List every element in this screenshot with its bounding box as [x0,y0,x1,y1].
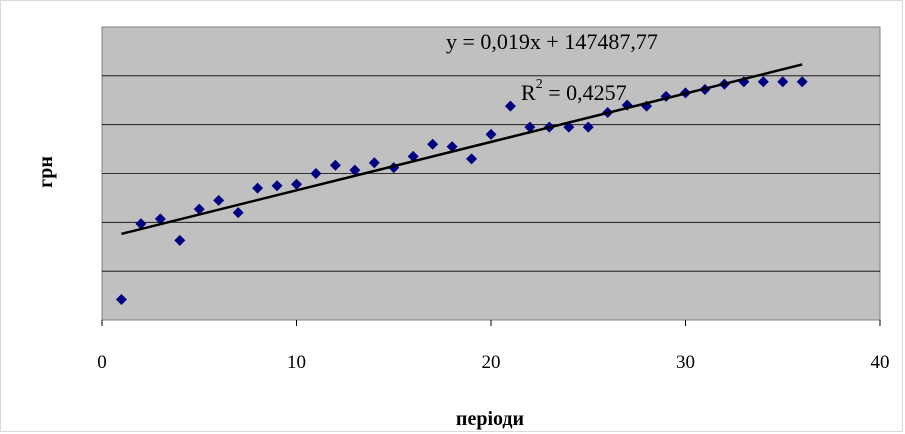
data-point [427,138,439,150]
data-point [466,153,478,165]
x-axis: 0 10 20 30 40 [97,320,890,373]
data-point [291,178,302,190]
x-tick-label: 0 [97,352,107,373]
data-point [524,121,536,133]
data-point [115,293,127,305]
data-point [252,182,264,194]
data-point [213,194,225,206]
x-tick-label: 20 [482,352,501,373]
gridlines [102,75,880,272]
data-point [271,180,283,192]
data-point [446,141,458,153]
data-point [310,168,322,179]
x-tick-label: 40 [871,352,890,373]
x-axis-title: періоди [456,408,524,430]
data-point [135,218,147,230]
data-point [582,121,594,133]
data-point [504,100,516,112]
data-point [193,203,205,215]
trendline [121,63,803,236]
x-tick-label: 10 [287,352,306,373]
data-point [329,159,341,171]
x-tick-label: 30 [676,352,695,373]
data-point [407,150,419,162]
data-point [154,213,166,225]
data-point [796,76,808,88]
r-squared-label: R2 = 0,4257 [521,77,627,105]
data-point [232,207,244,219]
data-point [757,76,769,88]
trendline-equation: y = 0,019x + 147487,77 [446,29,658,54]
data-points [115,76,808,305]
data-point [777,76,789,88]
y-axis-title: грн [35,156,57,188]
data-point [174,234,186,246]
data-point [368,157,380,169]
data-point [485,128,497,140]
data-point [349,164,361,176]
